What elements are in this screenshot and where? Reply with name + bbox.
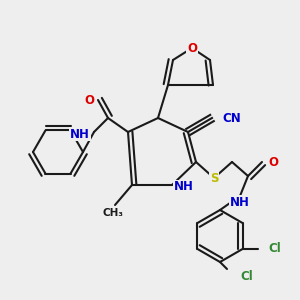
Text: Cl: Cl [240, 269, 253, 283]
Text: NH: NH [174, 181, 194, 194]
Text: NH: NH [70, 128, 90, 140]
Text: NH: NH [230, 196, 250, 208]
Text: O: O [84, 94, 94, 106]
Text: CN: CN [222, 112, 241, 124]
Text: CH₃: CH₃ [103, 208, 124, 218]
Text: Cl: Cl [268, 242, 281, 256]
Text: S: S [210, 172, 218, 184]
Text: O: O [187, 41, 197, 55]
Text: O: O [268, 155, 278, 169]
